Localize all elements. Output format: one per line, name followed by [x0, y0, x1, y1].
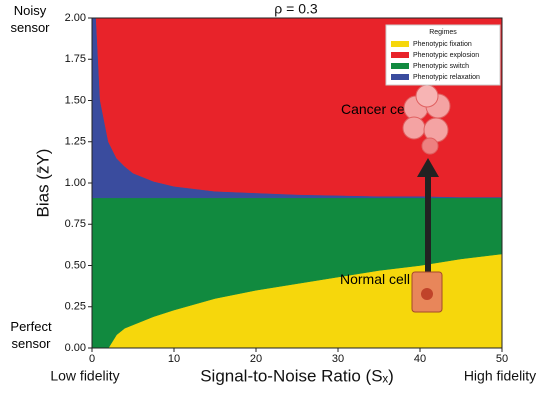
- legend-label: Phenotypic explosion: [413, 52, 479, 59]
- x-tick-label: 20: [250, 353, 262, 365]
- normal-label: Normal cell: [339, 271, 410, 287]
- cancer-label: Cancer cell: [340, 101, 412, 117]
- y-axis-label: Bias (z̄Y): [33, 149, 52, 218]
- perfect-label-box: Perfect sensor: [10, 319, 52, 351]
- legend-title: Regimes: [429, 29, 457, 36]
- legend-label: Phenotypic switch: [413, 63, 469, 70]
- legend-swatch: [391, 41, 409, 47]
- x-tick-label: 50: [496, 353, 508, 365]
- illustration: [402, 84, 451, 313]
- noisy-label: Noisy sensor: [10, 3, 50, 35]
- legend: Regimes Phenotypic fixation Phenotypic ex…: [385, 24, 501, 86]
- y-tick-label: 0.25: [65, 301, 86, 313]
- legend-swatch: [391, 63, 409, 69]
- low-fidelity-label: Low fidelity: [50, 368, 119, 384]
- legend-swatch: [391, 74, 409, 80]
- legend-label: Phenotypic fixation: [413, 41, 472, 48]
- cancer-cell: [421, 137, 439, 155]
- chart-title: ρ = 0.3: [274, 1, 318, 17]
- y-tick-label: 1.75: [65, 53, 86, 65]
- normal-nucleus: [421, 288, 433, 300]
- legend-swatch: [391, 52, 409, 58]
- y-tick-label: 1.50: [65, 94, 86, 106]
- cancer-cell: [402, 116, 426, 140]
- noisy-label-box: Noisy sensor: [10, 3, 50, 35]
- cancer-cell: [415, 84, 439, 108]
- normal-label-box: Normal cell: [339, 271, 410, 287]
- x-axis-label: Signal-to-Noise Ratio (Sₓ): [200, 366, 394, 385]
- cancer-label-box: Cancer cell: [340, 101, 412, 117]
- legend-label: Phenotypic relaxation: [413, 74, 480, 81]
- high-fidelity-label: High fidelity: [464, 368, 536, 384]
- y-tick-label: 0.50: [65, 259, 86, 271]
- y-tick-label: 1.25: [65, 136, 86, 148]
- x-tick-label: 40: [414, 353, 426, 365]
- perfect-label: Perfect sensor: [10, 319, 52, 351]
- y-tick-label: 2.00: [65, 12, 86, 24]
- x-tick-label: 10: [168, 353, 180, 365]
- arrow-head: [417, 158, 439, 177]
- y-tick-label: 1.00: [65, 177, 86, 189]
- x-tick-label: 0: [89, 353, 95, 365]
- y-tick-label: 0.75: [65, 218, 86, 230]
- y-tick-label: 0.00: [65, 342, 86, 354]
- x-tick-label: 30: [332, 353, 344, 365]
